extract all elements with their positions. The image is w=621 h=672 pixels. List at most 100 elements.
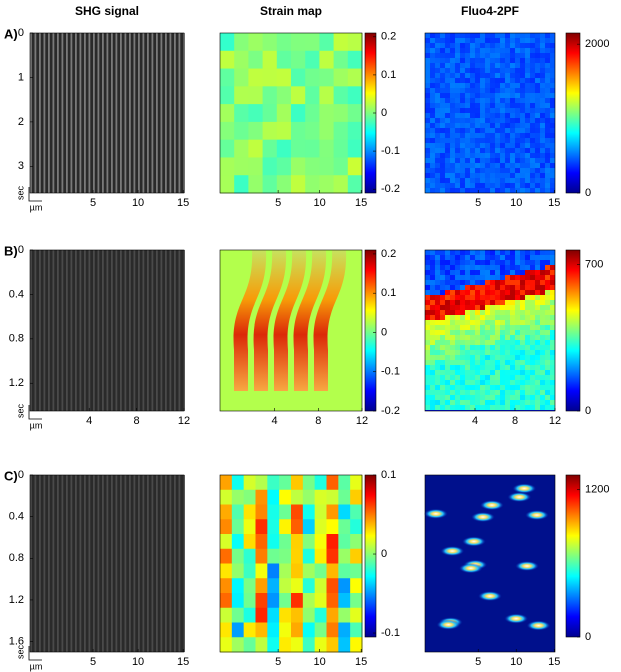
noise	[545, 275, 550, 280]
noise	[550, 385, 555, 390]
noise	[525, 390, 530, 395]
noise	[440, 88, 445, 93]
tile	[267, 489, 280, 505]
noise	[460, 98, 465, 103]
stripe	[43, 475, 46, 652]
noise	[450, 390, 455, 395]
tile	[220, 593, 233, 609]
noise	[520, 395, 525, 400]
noise	[535, 375, 540, 380]
noise	[480, 400, 485, 405]
noise	[540, 118, 545, 123]
noise	[480, 98, 485, 103]
noise	[490, 260, 495, 265]
tile	[248, 86, 264, 105]
noise	[525, 290, 530, 295]
noise	[510, 88, 515, 93]
tile	[314, 548, 327, 564]
image	[29, 474, 185, 653]
noise	[515, 83, 520, 88]
noise	[490, 183, 495, 188]
noise	[440, 345, 445, 350]
noise	[430, 405, 435, 410]
noise	[545, 128, 550, 133]
noise	[485, 390, 490, 395]
stripe	[106, 250, 109, 411]
noise	[495, 128, 500, 133]
noise	[515, 295, 520, 300]
noise	[425, 335, 430, 340]
noise	[480, 330, 485, 335]
noise	[460, 315, 465, 320]
noise	[520, 405, 525, 410]
noise	[450, 173, 455, 178]
noise	[515, 133, 520, 138]
tile	[255, 504, 268, 520]
noise	[425, 370, 430, 375]
noise	[500, 98, 505, 103]
noise	[535, 340, 540, 345]
noise	[440, 128, 445, 133]
tile	[267, 578, 280, 594]
noise	[525, 143, 530, 148]
noise	[445, 310, 450, 315]
noise	[435, 148, 440, 153]
noise	[520, 143, 525, 148]
noise	[425, 380, 430, 385]
noise	[530, 113, 535, 118]
noise	[550, 103, 555, 108]
tile	[243, 637, 256, 653]
noise	[485, 68, 490, 73]
noise	[505, 148, 510, 153]
noise	[485, 158, 490, 163]
noise	[425, 188, 430, 193]
tile	[220, 121, 235, 141]
noise	[475, 365, 480, 370]
noise	[525, 405, 530, 410]
noise	[465, 345, 470, 350]
noise	[430, 158, 435, 163]
noise	[500, 78, 505, 83]
stripe	[174, 475, 176, 652]
noise	[550, 143, 555, 148]
noise	[515, 148, 520, 153]
x-tick-label: 10	[314, 197, 326, 209]
noise	[495, 118, 500, 123]
noise	[455, 123, 460, 128]
noise	[530, 68, 535, 73]
noise	[480, 290, 485, 295]
noise	[505, 295, 510, 300]
noise	[545, 285, 550, 290]
noise	[480, 58, 485, 63]
noise	[520, 63, 525, 68]
noise	[475, 250, 480, 255]
noise	[550, 183, 555, 188]
noise	[490, 98, 495, 103]
noise	[440, 355, 445, 360]
noise	[550, 88, 555, 93]
noise	[465, 158, 470, 163]
noise	[480, 68, 485, 73]
noise	[505, 300, 510, 305]
noise	[550, 53, 555, 58]
tile	[262, 139, 278, 158]
tile	[291, 519, 304, 535]
noise	[445, 365, 450, 370]
noise	[490, 118, 495, 123]
noise	[540, 58, 545, 63]
noise	[430, 183, 435, 188]
noise	[490, 158, 495, 163]
tile	[338, 548, 351, 564]
noise	[425, 118, 430, 123]
noise	[500, 93, 505, 98]
noise	[470, 113, 475, 118]
noise	[470, 123, 475, 128]
noise	[450, 305, 455, 310]
noise	[510, 98, 515, 103]
noise	[430, 370, 435, 375]
noise	[545, 68, 550, 73]
noise	[445, 158, 450, 163]
noise	[550, 285, 555, 290]
colorbar	[565, 249, 581, 412]
noise	[510, 360, 515, 365]
